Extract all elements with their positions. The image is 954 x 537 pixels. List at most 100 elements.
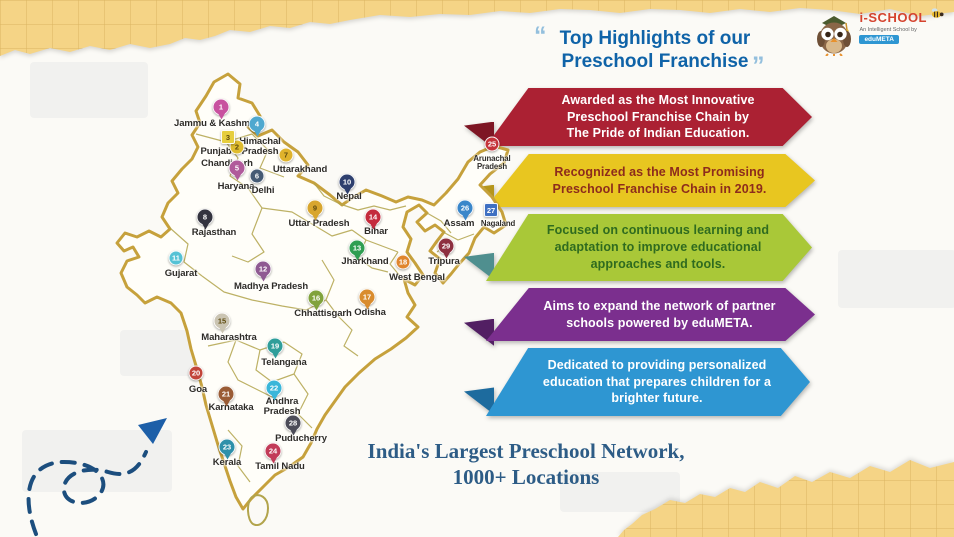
marker-pin-tail xyxy=(461,213,469,221)
highlight-banner-1: Awarded as the Most Innovative Preschool… xyxy=(464,88,812,149)
banner-text: Focused on continuous learning and adapt… xyxy=(546,223,770,271)
marker-number: 6 xyxy=(254,171,260,181)
banner-text: Awarded as the Most Innovative Preschool… xyxy=(561,92,755,141)
map-label-11: Gujarat xyxy=(164,267,198,279)
banner-text: Dedicated to providing personalized educ… xyxy=(542,357,772,406)
banner-ribbon-shape xyxy=(486,288,815,341)
map-label-28: Puducherry xyxy=(275,432,327,444)
map-label-25: Arunachal Pradesh xyxy=(473,153,511,171)
map-marker-24: 24 xyxy=(264,442,282,464)
marker-number: 24 xyxy=(268,446,278,456)
marker-pin-tail xyxy=(201,222,209,230)
map-label-6: Delhi xyxy=(251,184,275,196)
map-marker-26: 26 xyxy=(456,199,474,221)
brand-tagline: An Intelligent School by xyxy=(859,27,917,33)
marker-number: 2 xyxy=(234,142,240,152)
marker-number: 9 xyxy=(312,203,318,213)
marker-pin-tail xyxy=(353,253,361,261)
map-label-5: Haryana xyxy=(217,180,255,192)
map-marker-11: 11 xyxy=(168,250,184,266)
marker-number: 7 xyxy=(283,150,289,160)
map-marker-28: 28 xyxy=(284,414,302,436)
map-label-26: Assam xyxy=(443,217,475,229)
marker-number: 12 xyxy=(258,264,268,274)
map-label-21: Karnataka xyxy=(208,401,254,413)
map-marker-3: 3 xyxy=(221,130,235,144)
title-line2: Preschool Franchise xyxy=(561,51,749,73)
map-marker-6: 6 xyxy=(249,168,265,184)
map-marker-17: 17 xyxy=(358,288,376,310)
map-label-7: Uttarakhand xyxy=(272,163,328,175)
background-smudge xyxy=(838,250,954,308)
marker-pin-tail xyxy=(233,173,241,181)
map-label-12: Madhya Pradesh xyxy=(233,280,309,292)
marker-number: 27 xyxy=(486,205,496,215)
map-label-20: Goa xyxy=(188,383,208,395)
marker-number: 19 xyxy=(270,341,280,351)
map-marker-4: 4 xyxy=(248,115,266,137)
map-marker-21: 21 xyxy=(217,385,235,407)
marker-pin-tail xyxy=(218,326,226,334)
marker-number: 22 xyxy=(269,383,279,393)
marker-pin-tail xyxy=(253,129,261,137)
marker-number: 28 xyxy=(288,418,298,428)
marker-number: 23 xyxy=(222,442,232,452)
footer-line1: India's Largest Preschool Network, xyxy=(367,439,685,463)
map-marker-12: 12 xyxy=(254,260,272,282)
marker-pin-tail xyxy=(223,452,231,460)
map-marker-20: 20 xyxy=(188,365,204,381)
close-quote: ” xyxy=(752,52,765,80)
map-label-13: Jharkhand xyxy=(341,255,389,267)
map-label-3: Punjab xyxy=(200,145,232,157)
brand-logo: i-SCHOOL An Intelligent School by eduMET… xyxy=(814,8,944,56)
marker-number: 14 xyxy=(368,212,378,222)
marker-number: 26 xyxy=(460,203,470,213)
marker-number: 16 xyxy=(311,293,321,303)
map-label-24: Tamil Nadu xyxy=(255,460,305,472)
marker-number: 17 xyxy=(362,292,372,302)
map-label-19: Telangana xyxy=(261,356,307,368)
marker-number: 29 xyxy=(441,241,451,251)
marker-pin-tail xyxy=(311,213,319,221)
map-marker-16: 16 xyxy=(307,289,325,311)
map-label-4: Himachal Pradesh xyxy=(239,135,281,157)
marker-pin-tail xyxy=(222,399,230,407)
map-marker-10: 10 xyxy=(338,173,356,195)
marker-number: 20 xyxy=(191,368,201,378)
map-marker-13: 13 xyxy=(348,239,366,261)
map-label-15: Maharashtra xyxy=(201,331,257,343)
marker-pin-tail xyxy=(312,303,320,311)
footer-tagline: India's Largest Preschool Network, 1000+… xyxy=(330,438,722,491)
title-line1: Top Highlights of our xyxy=(559,28,751,49)
map-marker-7: 7 xyxy=(278,147,294,163)
marker-pin-tail xyxy=(259,274,267,282)
marker-pin-tail xyxy=(271,351,279,359)
map-marker-18: 18 xyxy=(395,254,411,270)
map-label-27: Nagaland xyxy=(480,218,516,228)
map-marker-29: 29 xyxy=(437,237,455,259)
map-label-16: Chhattisgarh xyxy=(294,307,352,319)
marker-pin-tail xyxy=(270,393,278,401)
marker-pin-tail xyxy=(363,302,371,310)
map-marker-23: 23 xyxy=(218,438,236,460)
map-marker-1: 1 xyxy=(212,98,230,120)
map-label-9: Uttar Pradesh xyxy=(288,217,350,229)
map-marker-5: 5 xyxy=(228,159,246,181)
map-marker-19: 19 xyxy=(266,337,284,359)
marker-number: 13 xyxy=(352,243,362,253)
marker-number: 5 xyxy=(234,163,240,173)
map-label-18: West Bengal xyxy=(389,271,445,283)
map-marker-22: 22 xyxy=(265,379,283,401)
marker-number: 15 xyxy=(217,316,227,326)
marker-pin-tail xyxy=(217,112,225,120)
map-marker-25: 25 xyxy=(484,136,500,152)
marker-number: 4 xyxy=(254,119,260,129)
marker-number: 3 xyxy=(225,132,231,142)
banner-text: Recognized as the Most Promising Prescho… xyxy=(552,164,767,196)
banner-ribbon-shape xyxy=(486,214,812,281)
marker-pin-tail xyxy=(343,187,351,195)
marker-pin-tail xyxy=(289,428,297,436)
bee-icon xyxy=(931,8,944,18)
banner-ribbon-shape xyxy=(486,88,812,146)
